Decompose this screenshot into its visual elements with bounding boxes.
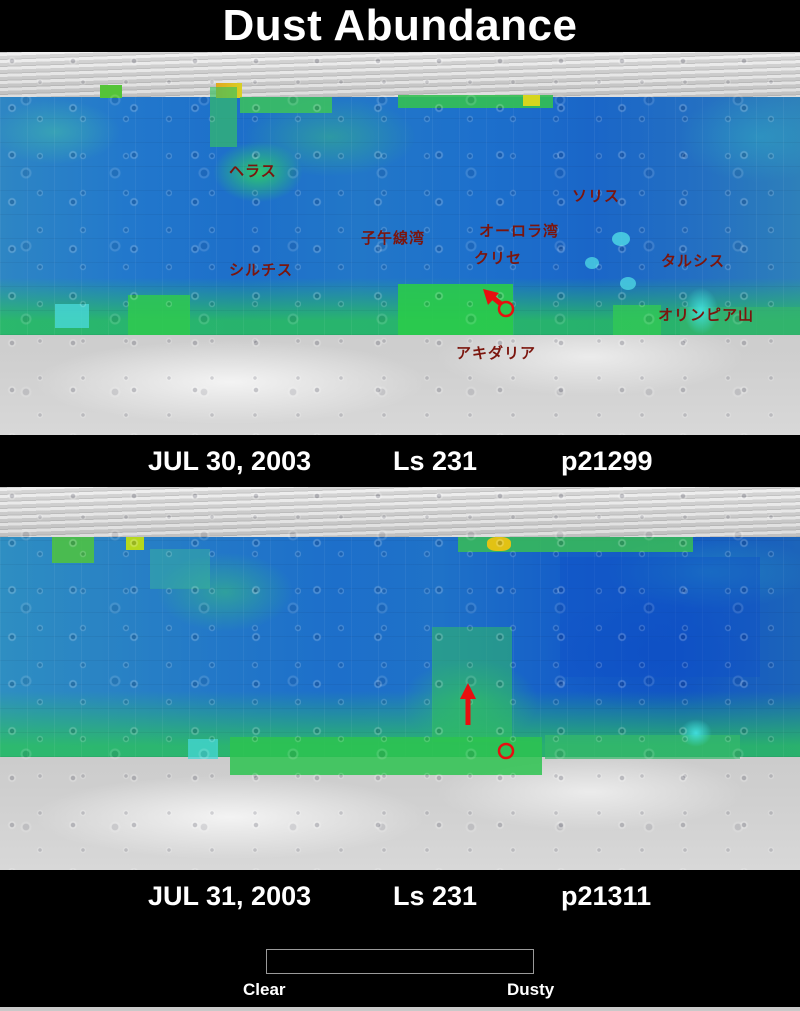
dust-patch (100, 85, 122, 98)
caption-date: JUL 31, 2003 (148, 881, 312, 911)
dust-patch (613, 305, 661, 335)
feature-label-aurorae: オーロラ湾 (479, 223, 560, 240)
dust-patch (188, 739, 218, 759)
dust-patch (432, 627, 512, 742)
dust-patch (398, 284, 513, 335)
feature-label-solis: ソリス (572, 188, 621, 205)
caption-orbit-id: p21299 (561, 446, 653, 476)
caption-bar-jul30: JUL 30, 2003 Ls 231 p21299 (0, 435, 800, 487)
mars-dust-map-jul30: ヘラス ソリス 子午線湾 オーロラ湾 クリセ シルチス タルシス オリンピア山 … (0, 52, 800, 435)
dust-abundance-overlay (0, 537, 800, 757)
dust-patch (560, 557, 760, 677)
feature-label-meridiani: 子午線湾 (361, 230, 426, 247)
legend-dusty-label: Dusty (507, 980, 555, 999)
north-polar-terrain (0, 487, 800, 537)
dust-scale-gradient-bar (266, 949, 534, 974)
caption-orbit-id: p21311 (561, 881, 652, 911)
title-bar: Dust Abundance (0, 0, 800, 52)
olympus-mons-cyan-spot (684, 288, 718, 334)
feature-label-syrtis: シルチス (229, 262, 294, 279)
dust-patch (230, 737, 542, 775)
caption-ls: Ls 231 (393, 881, 478, 911)
dust-patch (126, 537, 144, 550)
olympus-mons-cyan-spot (680, 719, 712, 747)
dust-patch (398, 95, 553, 108)
feature-label-tharsis: タルシス (661, 253, 726, 270)
dust-patch (55, 304, 89, 328)
feature-label-acidalia: アキダリア (456, 345, 537, 362)
feature-label-olympus: オリンピア山 (658, 307, 755, 324)
dust-patch (523, 95, 540, 106)
feature-label-chryse: クリセ (474, 250, 523, 267)
dust-patch (52, 537, 94, 563)
dust-patch (458, 537, 693, 552)
legend-clear-label: Clear (243, 980, 286, 999)
feature-label-hellas: ヘラス (229, 163, 277, 180)
tharsis-volcano-spot (612, 232, 630, 246)
dust-patch (210, 87, 237, 147)
dust-patch (128, 295, 190, 335)
north-polar-terrain (0, 52, 800, 97)
mars-dust-map-jul31 (0, 487, 800, 870)
dust-patch (487, 537, 511, 551)
caption-ls: Ls 231 (393, 446, 478, 476)
figure-title: Dust Abundance (222, 1, 578, 50)
bottom-border-strip (0, 1007, 800, 1011)
tharsis-volcano-spot (620, 277, 636, 290)
tharsis-volcano-spot (585, 257, 599, 269)
caption-bar-jul31: JUL 31, 2003 Ls 231 p21311 (0, 870, 800, 922)
dust-scale-legend: Clear Dusty (0, 922, 800, 1011)
dust-patch (150, 549, 210, 589)
caption-date: JUL 30, 2003 (148, 446, 312, 476)
dust-patch (240, 97, 332, 113)
